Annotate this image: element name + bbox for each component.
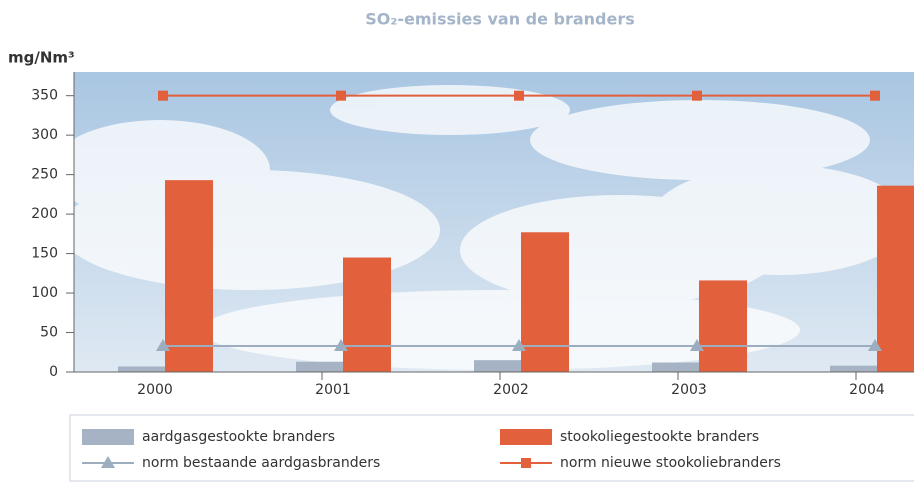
y-tick-label: 350 <box>31 88 58 104</box>
legend-swatch <box>82 429 134 445</box>
y-tick-label: 200 <box>31 206 58 222</box>
bar <box>343 258 391 372</box>
y-tick-label: 250 <box>31 167 58 183</box>
chart: SO₂-emissies van de branders mg/Nm³ aard… <box>0 0 914 482</box>
legend-swatch <box>500 429 552 445</box>
y-tick-label: 300 <box>31 127 58 143</box>
y-tick-label: 150 <box>31 246 58 262</box>
bar <box>652 363 700 372</box>
legend-label: stookoliegestookte branders <box>560 429 759 445</box>
bar <box>165 180 213 372</box>
x-tick-label: 2002 <box>493 382 529 398</box>
x-tick-label: 2003 <box>671 382 707 398</box>
y-tick-label: 50 <box>40 325 58 341</box>
x-tick-label: 2004 <box>849 382 885 398</box>
bar <box>521 232 569 372</box>
bar <box>699 280 747 372</box>
y-axis-label: mg/Nm³ <box>8 49 75 67</box>
legend-marker <box>521 458 531 468</box>
legend-label: norm nieuwe stookoliebranders <box>560 455 781 471</box>
y-tick-label: 100 <box>31 285 58 301</box>
line-marker <box>514 91 524 101</box>
legend <box>70 415 914 481</box>
line-marker <box>336 91 346 101</box>
bar <box>877 186 914 372</box>
chart-title: SO₂-emissies van de branders <box>365 10 635 29</box>
bar <box>830 366 878 372</box>
bar <box>474 360 522 372</box>
line-marker <box>870 91 880 101</box>
line-marker <box>692 91 702 101</box>
bar <box>118 366 166 372</box>
x-tick-label: 2000 <box>137 382 173 398</box>
y-tick-label: 0 <box>49 364 58 380</box>
legend-label: norm bestaande aardgasbranders <box>142 455 380 471</box>
line-marker <box>158 91 168 101</box>
legend-label: aardgasgestookte branders <box>142 429 335 445</box>
bar <box>296 362 344 372</box>
x-tick-label: 2001 <box>315 382 351 398</box>
